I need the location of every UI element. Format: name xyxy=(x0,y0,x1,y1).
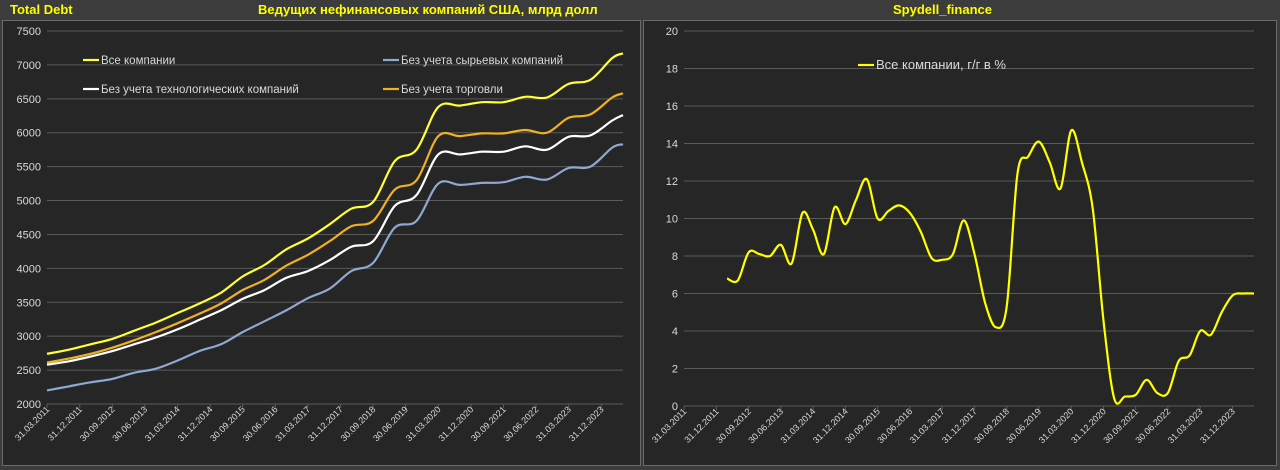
left-title: Total Debt xyxy=(10,2,73,17)
right-legend-label: Все компании, г/г в % xyxy=(876,57,1006,72)
left-legend-label: Без учета торговли xyxy=(401,84,503,96)
right-y-tick-label: 20 xyxy=(666,26,678,38)
right-chart-panel: 0 2 4 6 8 10 12 14 16 18 20 31.03.2011 31.12.2011 30.… xyxy=(643,20,1277,466)
left-y-tick-label: 4000 xyxy=(17,263,41,275)
left-chart-title: Ведущих нефинансовых компаний США, млрд … xyxy=(258,2,598,17)
left-y-tick-label: 3000 xyxy=(17,331,41,343)
left-series-line-2 xyxy=(46,114,624,366)
right-y-tick-label: 6 xyxy=(672,289,678,301)
right-series-line-1 xyxy=(726,128,1255,405)
right-y-tick-label: 18 xyxy=(666,64,678,76)
left-y-tick-label: 4500 xyxy=(17,229,41,241)
right-y-tick-label: 4 xyxy=(672,326,678,338)
left-series-line-3 xyxy=(46,143,624,392)
right-chart: 0246810121416182031.03.201131.12.201130.… xyxy=(650,26,1255,445)
right-title: Spydell_finance xyxy=(893,2,992,17)
right-y-tick-label: 0 xyxy=(672,401,678,413)
right-x-tick-label: 31.12.2023 xyxy=(1198,406,1237,445)
right-y-tick-label: 8 xyxy=(672,251,678,263)
left-y-tick-label: 2500 xyxy=(17,365,41,377)
left-series-line-4 xyxy=(46,92,624,364)
left-legend-label: Без учета технологических компаний xyxy=(101,84,299,96)
left-y-tick-label: 6000 xyxy=(17,128,41,140)
left-y-tick-label: 7500 xyxy=(17,26,41,38)
left-y-tick-label: 5500 xyxy=(17,162,41,174)
left-x-tick-label: 31.12.2023 xyxy=(567,404,606,443)
right-y-tick-label: 10 xyxy=(666,214,678,226)
left-series-line-1 xyxy=(46,52,624,355)
left-y-tick-label: 3500 xyxy=(17,297,41,309)
right-y-tick-label: 12 xyxy=(666,176,678,188)
left-legend-label: Без учета сырьевых компаний xyxy=(401,55,563,67)
left-legend-label: Все компании xyxy=(101,55,175,67)
left-y-tick-label: 5000 xyxy=(17,196,41,208)
right-y-tick-label: 2 xyxy=(672,364,678,376)
left-y-tick-label: 7000 xyxy=(17,60,41,72)
right-y-tick-label: 16 xyxy=(666,101,678,113)
left-y-tick-label: 6500 xyxy=(17,94,41,106)
left-chart-panel: 2000 2500 3000 3500 4000 4500 5000 5500 6000 6500… xyxy=(2,20,641,466)
right-y-tick-label: 14 xyxy=(666,139,678,151)
left-chart: 2000 2500 3000 3500 4000 4500 5000 5500 6000 6500… xyxy=(13,26,624,443)
left-y-tick-label: 2000 xyxy=(17,399,41,411)
